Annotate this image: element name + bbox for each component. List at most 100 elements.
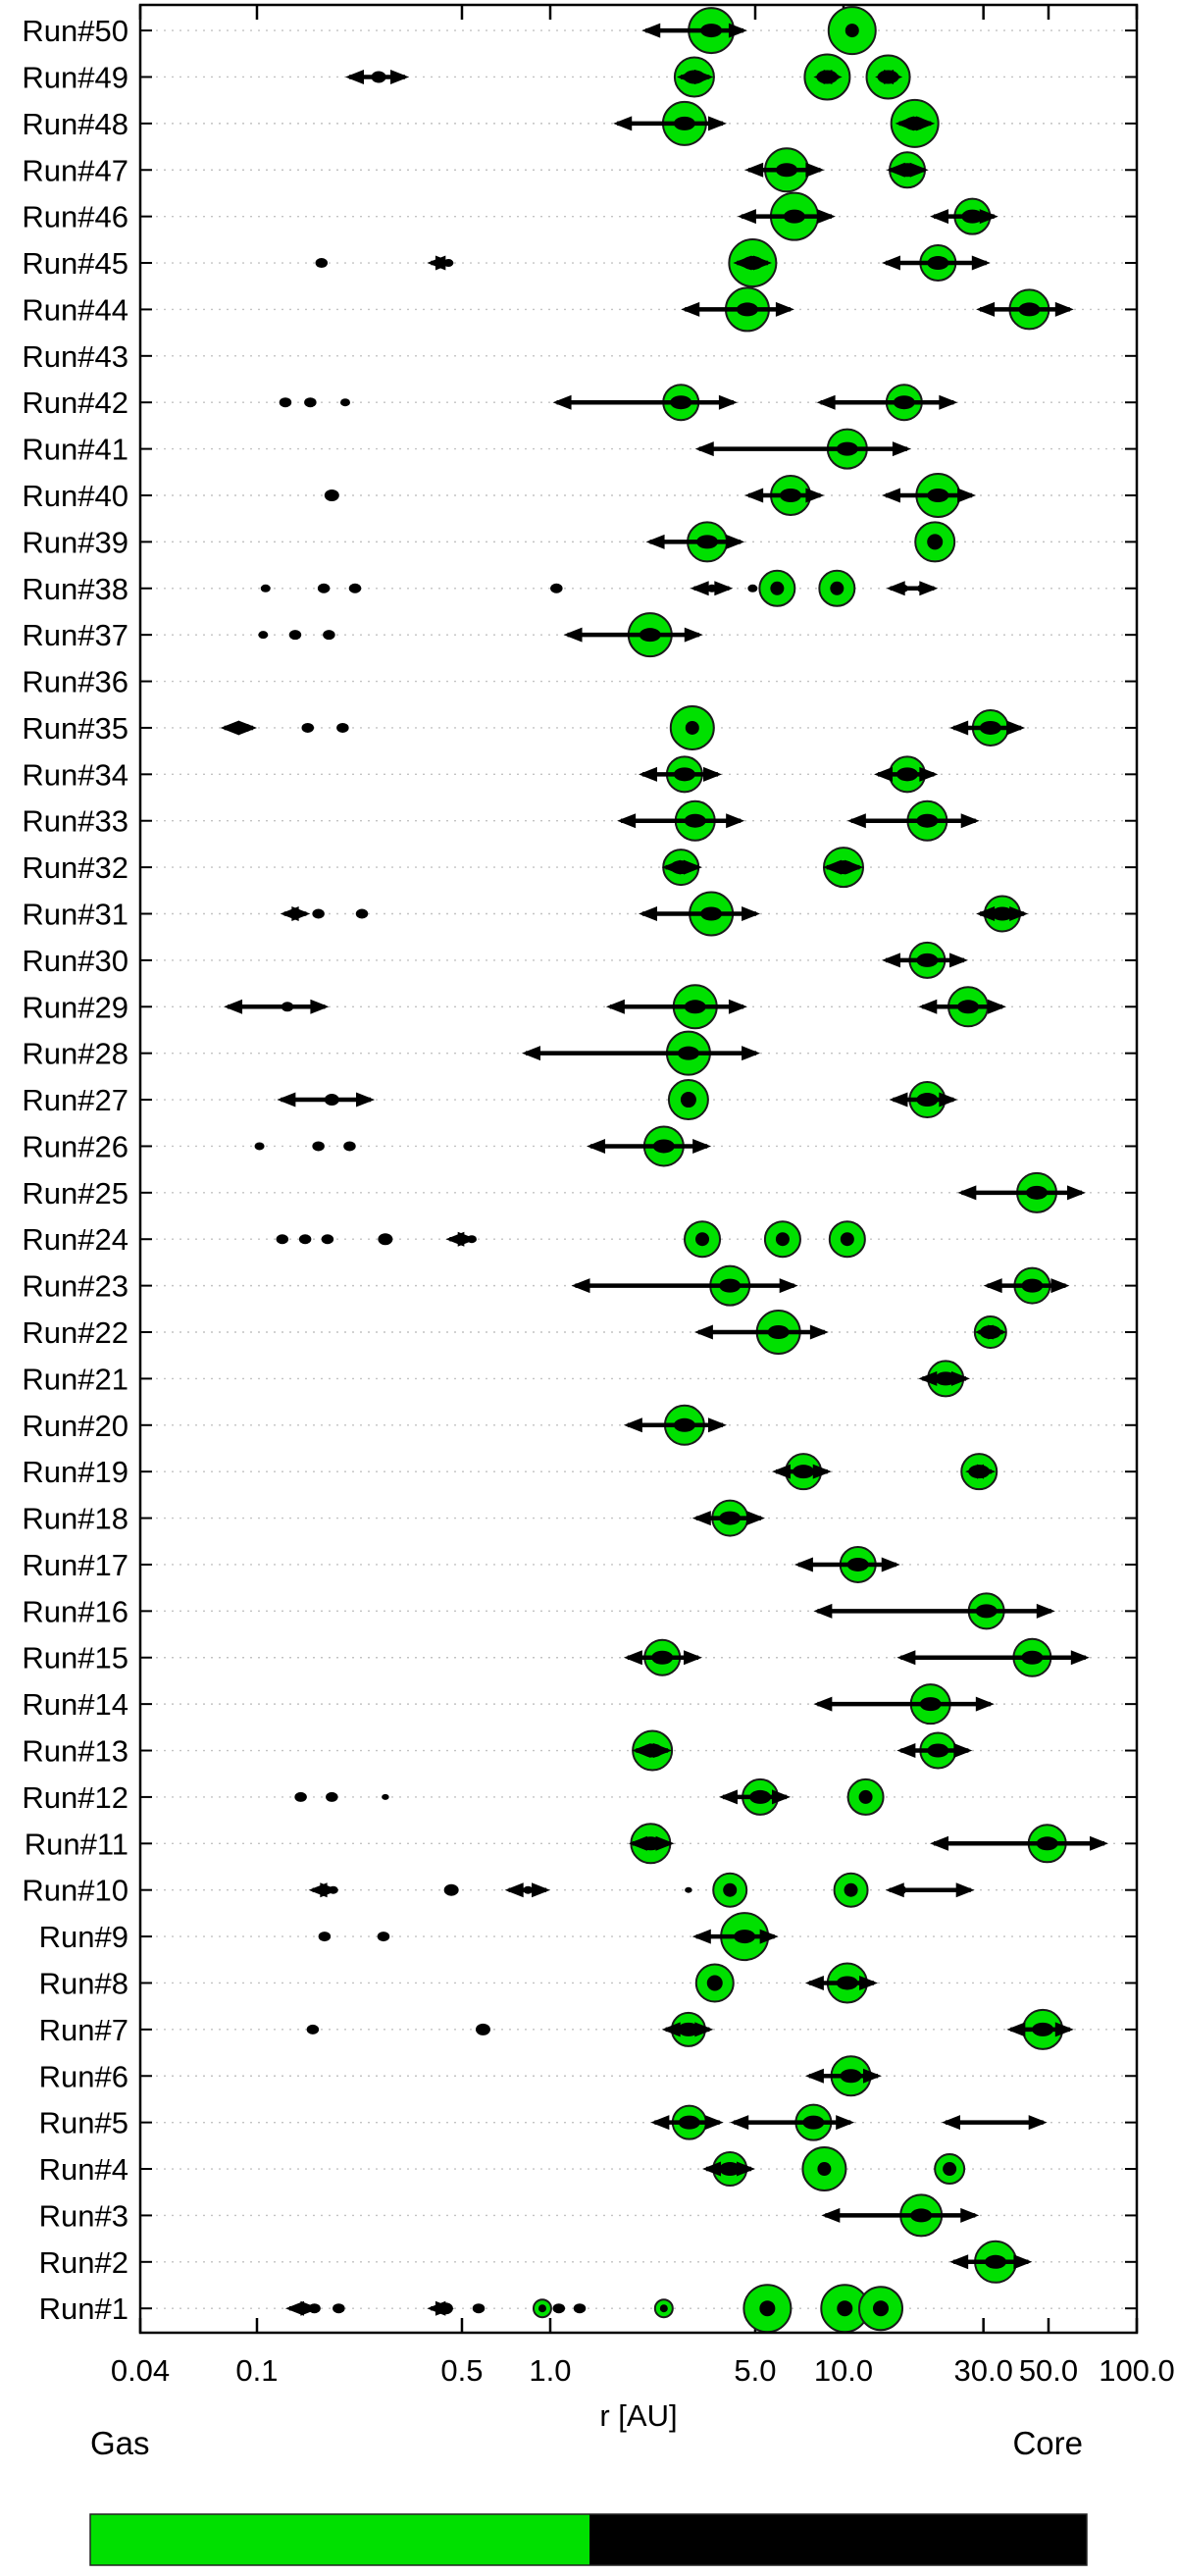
run-label: Run#13 (22, 1734, 128, 1769)
run-label: Run#46 (22, 200, 128, 234)
gas-core-dot (927, 256, 949, 271)
run-label: Run#3 (39, 2198, 128, 2233)
core-marker (328, 1885, 338, 1894)
gas-core-dot (927, 534, 944, 550)
run-label: Run#50 (22, 14, 128, 48)
gas-core-dot (742, 256, 764, 271)
run-label: Run#42 (22, 386, 128, 420)
gas-core-dot (1032, 2022, 1054, 2036)
gas-label: Gas (90, 2425, 150, 2461)
core-marker (377, 1932, 390, 1942)
core-marker (339, 398, 350, 407)
gas-core-dot (659, 2304, 668, 2313)
core-marker (304, 397, 317, 408)
gas-core-dot (903, 116, 926, 130)
gas-core-dot (832, 860, 854, 875)
gas-core-dot (683, 70, 705, 84)
core-marker (333, 2303, 345, 2314)
gas-core-dot (836, 441, 858, 456)
run-label: Run#25 (22, 1176, 128, 1211)
core-marker (435, 259, 445, 268)
run-label: Run#35 (22, 711, 128, 746)
gas-core-dot (673, 116, 695, 130)
gas-core-dot (685, 720, 699, 735)
legend-bar-core-segment (589, 2514, 1087, 2565)
run-label: Run#34 (22, 757, 128, 792)
core-marker (312, 908, 325, 919)
gas-core-dot (916, 953, 939, 967)
run-label: Run#9 (39, 1920, 128, 1954)
core-marker (747, 584, 758, 592)
plot-border (138, 3, 1139, 2335)
gas-core-dot (1026, 1185, 1049, 1200)
gas-core-dot (968, 1465, 991, 1479)
core-marker (348, 583, 362, 593)
run-label: Run#24 (22, 1222, 128, 1257)
run-label: Run#2 (39, 2245, 128, 2280)
migration-arrow (693, 1324, 829, 1340)
run-label: Run#45 (22, 246, 128, 281)
core-marker (443, 1883, 459, 1896)
gas-core-dot (985, 2254, 1007, 2269)
core-marker (324, 1094, 339, 1107)
core-marker (443, 259, 454, 268)
gas-core-dot (677, 1046, 699, 1060)
gas-core-dot (719, 2162, 742, 2177)
x-tick-label: 5.0 (734, 2353, 776, 2388)
gas-core-dot (991, 906, 1013, 921)
gas-core-dot (840, 1232, 854, 1247)
gas-core-dot (736, 302, 758, 317)
run-label: Run#1 (39, 2292, 128, 2326)
gas-core-dot (877, 70, 899, 84)
run-label: Run#38 (22, 572, 128, 606)
migration-arrow (813, 1696, 995, 1712)
gas-core-dot (916, 1093, 939, 1108)
gas-core-dot (846, 1557, 869, 1571)
core-marker (916, 584, 927, 592)
run-label: Run#7 (39, 2013, 128, 2047)
gas-core-dot (749, 1789, 772, 1804)
gas-core-dot (844, 24, 859, 38)
x-tick-label: 30.0 (953, 2353, 1012, 2388)
gas-core-dot (793, 1465, 815, 1479)
gas-core-dot (783, 209, 805, 224)
run-label: Run#21 (22, 1362, 128, 1396)
core-marker (706, 584, 717, 592)
gas-core-dot (840, 2069, 862, 2084)
gas-core-dot (723, 1882, 738, 1897)
run-label: Run#17 (22, 1548, 128, 1582)
gas-core-dot (1018, 302, 1041, 317)
gas-core-dot (684, 1000, 706, 1014)
run-label: Run#43 (22, 339, 128, 374)
gas-core-dot (780, 488, 802, 502)
core-label: Core (1012, 2425, 1083, 2461)
core-marker (894, 1884, 906, 1895)
run-label: Run#22 (22, 1315, 128, 1350)
gas-core-dot (893, 395, 915, 410)
core-marker (573, 2303, 587, 2314)
core-marker (898, 584, 909, 592)
core-marker (324, 489, 339, 501)
gas-core-dot (770, 581, 785, 595)
run-label: Run#20 (22, 1409, 128, 1443)
gas-core-dot (802, 2115, 825, 2130)
gas-core-dot (957, 1000, 980, 1014)
core-marker (323, 630, 335, 641)
gas-core-dot (919, 1697, 942, 1712)
gas-core-dot (830, 581, 844, 595)
gas-core-dot (1021, 1650, 1044, 1665)
run-label: Run#33 (22, 804, 128, 839)
core-marker (382, 1793, 389, 1800)
run-label: Run#40 (22, 479, 128, 513)
run-label: Run#36 (22, 665, 128, 699)
gas-core-dot (896, 767, 919, 782)
run-label: Run#31 (22, 898, 128, 932)
run-label: Run#15 (22, 1641, 128, 1675)
x-tick-label: 0.04 (111, 2353, 170, 2388)
gas-core-dot (700, 906, 723, 921)
core-marker (296, 2303, 309, 2314)
gas-core-dot (652, 1139, 675, 1154)
gas-core-dot (858, 1789, 873, 1804)
